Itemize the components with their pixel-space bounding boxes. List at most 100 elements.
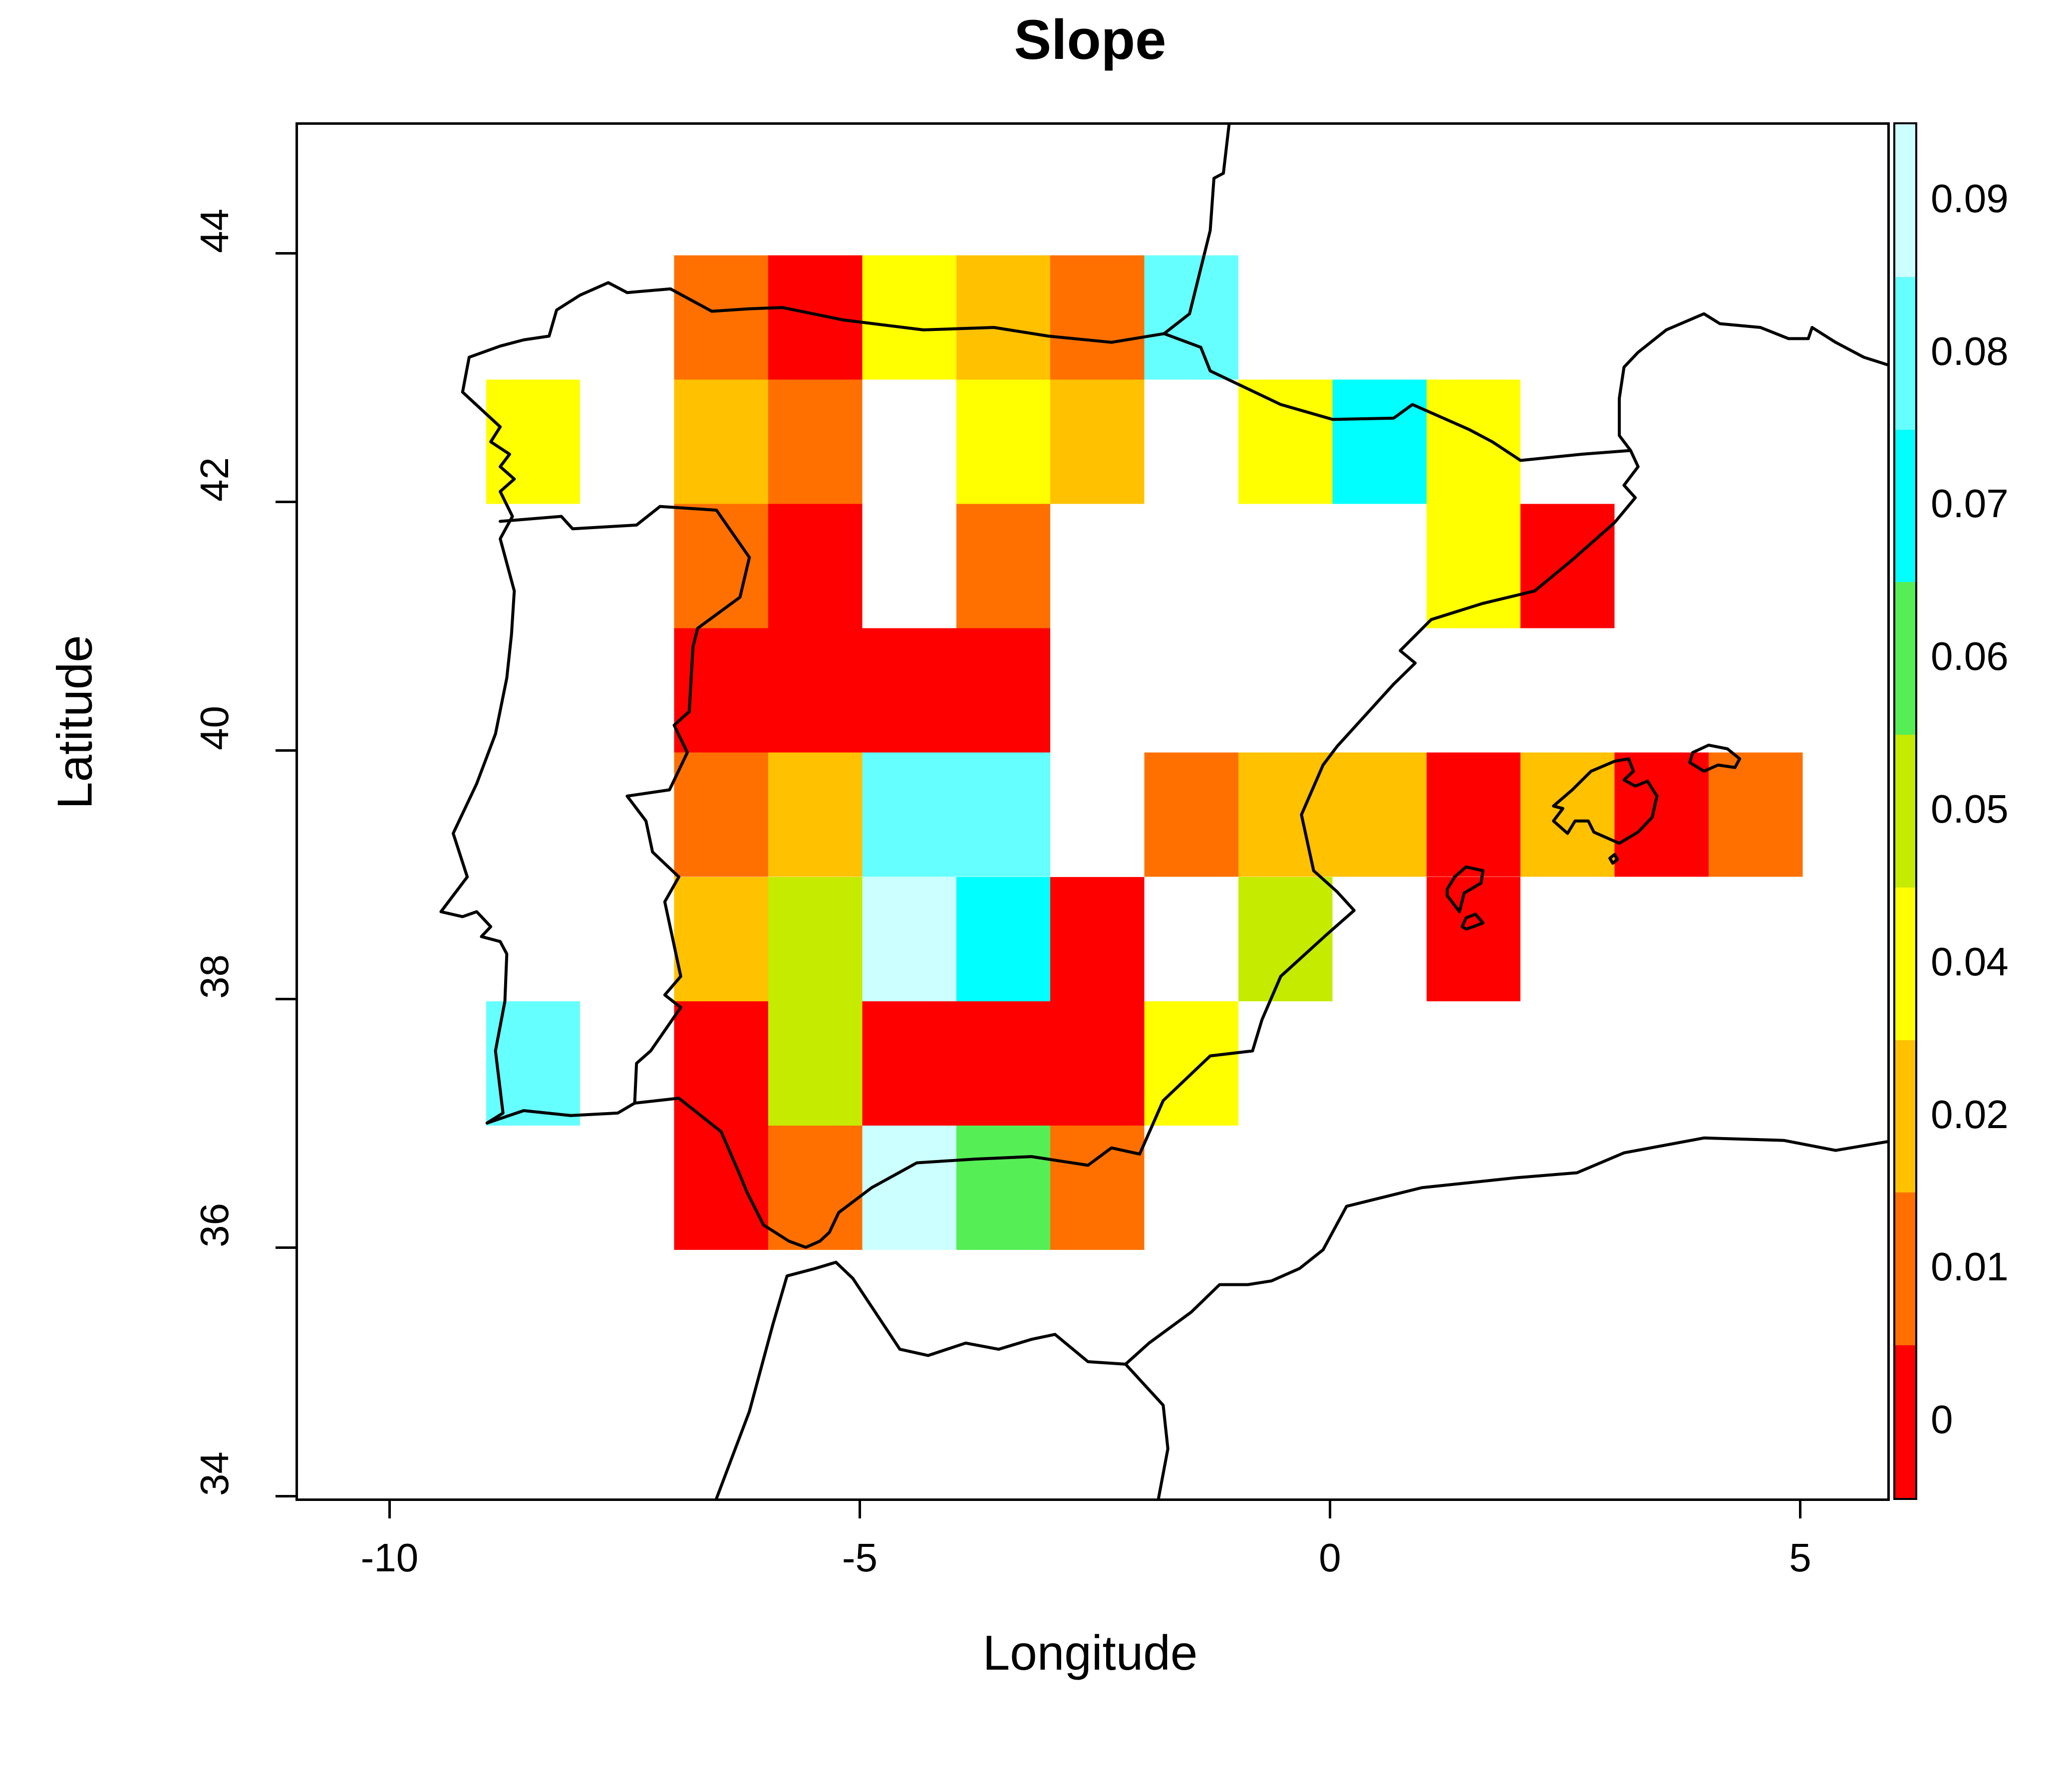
heatmap-cell — [1144, 255, 1238, 380]
colorbar — [1893, 122, 1917, 1500]
heatmap-cell — [956, 628, 1051, 753]
heatmap-cell — [1050, 255, 1145, 380]
heatmap-cell — [1426, 379, 1521, 504]
heatmap-cell — [768, 504, 863, 628]
y-tick-mark — [276, 252, 296, 255]
cabrera-island — [1608, 853, 1619, 865]
heatmap-cell — [1144, 752, 1238, 877]
heatmap-cell — [674, 379, 768, 504]
heatmap-cell — [1426, 752, 1521, 877]
heatmap-cell — [768, 628, 863, 753]
heatmap-cell — [956, 379, 1051, 504]
heatmap-cell — [956, 504, 1051, 628]
colorbar-tick-label: 0.02 — [1931, 1092, 2009, 1137]
colorbar-segment — [1895, 1192, 1915, 1346]
colorbar-segment — [1895, 429, 1915, 583]
heatmap-cell — [768, 1001, 863, 1126]
map-plot-area — [296, 122, 1890, 1501]
heatmap-cell — [768, 752, 863, 877]
heatmap-cell — [956, 877, 1051, 1001]
heatmap-cell — [1050, 877, 1145, 1001]
france-atlantic-coast — [1163, 125, 1231, 335]
heatmap-cell — [1520, 752, 1615, 877]
colorbar-segment — [1895, 277, 1915, 430]
mallorca-island — [1552, 757, 1659, 845]
portugal-spain-border — [499, 505, 751, 1105]
heatmap-cell — [956, 255, 1051, 380]
iberia-coastline — [439, 281, 1640, 1249]
heatmap-cell — [674, 628, 768, 753]
heatmap-cell — [1332, 752, 1427, 877]
heatmap-cell — [674, 255, 768, 380]
heatmap-cell — [768, 255, 863, 380]
spain-france-border — [1163, 332, 1632, 462]
heatmap-cell — [862, 255, 956, 380]
heatmap-cell — [674, 1125, 768, 1250]
heatmap-cell — [862, 1125, 956, 1250]
heatmap-cell — [862, 877, 956, 1001]
heatmap-cell — [1614, 752, 1709, 877]
heatmap-cell — [1520, 504, 1615, 628]
y-tick-mark — [276, 997, 296, 1000]
x-tick-mark — [1329, 1498, 1332, 1518]
heatmap-cell — [1050, 1125, 1145, 1250]
heatmap-cell — [486, 379, 581, 504]
y-tick-mark — [276, 749, 296, 752]
colorbar-tick-label: 0.01 — [1931, 1244, 2009, 1289]
colorbar-segment — [1895, 124, 1915, 277]
heatmap-cell — [674, 877, 768, 1001]
colorbar-segment — [1895, 735, 1915, 887]
colorbar-tick-label: 0.04 — [1931, 939, 2009, 984]
heatmap-cell — [674, 504, 768, 628]
heatmap-cell — [674, 752, 768, 877]
x-tick-mark — [388, 1498, 391, 1518]
x-tick-mark — [1799, 1498, 1802, 1518]
colorbar-tick-label: 0.09 — [1931, 176, 2009, 221]
colorbar-segment — [1895, 582, 1915, 735]
colorbar-segment — [1895, 887, 1915, 1040]
y-tick-mark — [276, 1246, 296, 1249]
heatmap-cell — [768, 379, 863, 504]
heatmap-cell — [862, 752, 956, 877]
colorbar-segment — [1895, 1345, 1915, 1498]
heatmap-cell — [768, 877, 863, 1001]
x-tick-label: -10 — [360, 1535, 419, 1580]
x-tick-label: -5 — [842, 1535, 878, 1580]
menorca-island — [1688, 743, 1742, 773]
x-tick-mark — [859, 1498, 862, 1518]
formentera-island — [1461, 912, 1484, 931]
france-mediterranean-coast — [1618, 312, 1887, 452]
heatmap-cell — [862, 628, 956, 753]
heatmap-cell — [956, 752, 1051, 877]
heatmap-cell — [1426, 504, 1521, 628]
heatmap-svg — [439, 125, 1887, 1498]
heatmap-cell — [1332, 379, 1427, 504]
morocco-algeria-border — [1124, 1363, 1170, 1498]
colorbar-tick-label: 0.07 — [1931, 481, 2009, 526]
colorbar-segment — [1895, 1040, 1915, 1193]
colorbar-tick-label: 0 — [1931, 1397, 1953, 1442]
y-tick-mark — [276, 500, 296, 503]
heatmap-cell — [1426, 877, 1521, 1001]
heatmap-cell — [674, 1001, 768, 1126]
heatmap-cell — [1144, 1001, 1238, 1126]
x-tick-label: 0 — [1319, 1535, 1341, 1580]
north-africa-coastline — [715, 1136, 1887, 1498]
heatmap-cell — [1050, 1001, 1145, 1126]
heatmap-cell — [1709, 752, 1803, 877]
heatmap-cell — [768, 1125, 863, 1250]
x-axis-label: Longitude — [982, 1625, 1198, 1680]
heatmap-cell — [862, 1001, 956, 1126]
colorbar-tick-label: 0.06 — [1931, 634, 2009, 679]
plot-title: Slope — [1014, 8, 1167, 71]
x-tick-label: 5 — [1789, 1535, 1811, 1580]
y-tick-mark — [276, 1495, 296, 1497]
colorbar-tick-label: 0.05 — [1931, 787, 2009, 831]
ibiza-island — [1446, 865, 1484, 913]
heatmap-cell — [1050, 379, 1145, 504]
heatmap-cell — [1238, 379, 1333, 504]
heatmap-cell — [956, 1125, 1051, 1250]
heatmap-cell — [956, 1001, 1051, 1126]
colorbar-tick-label: 0.08 — [1931, 328, 2009, 373]
